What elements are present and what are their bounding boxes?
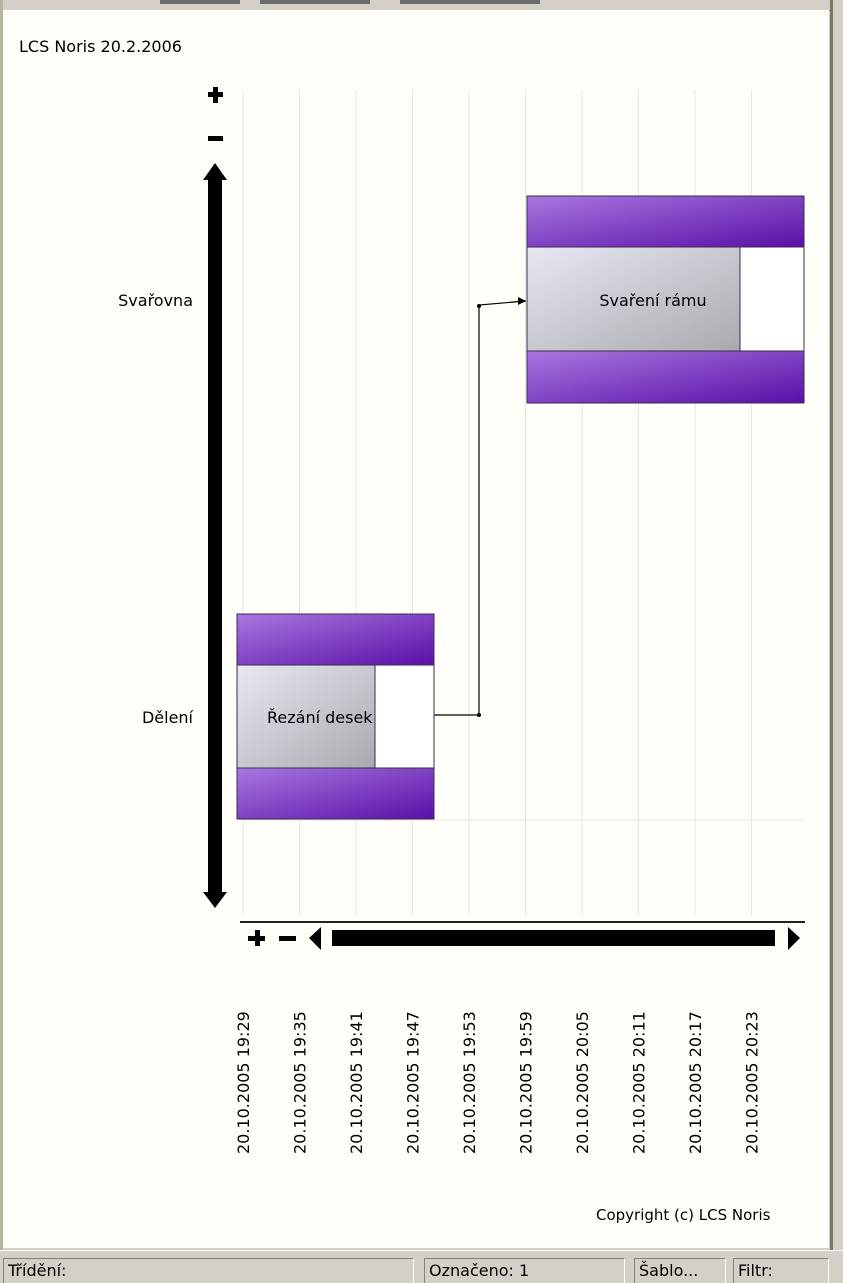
time-tick-label: 20.10.2005 19:59 (517, 1011, 536, 1154)
task-label: Řezání desek (267, 708, 373, 727)
resource-label-svarovna: Svařovna (118, 291, 193, 310)
status-template-panel[interactable]: Šablo... (634, 1258, 726, 1283)
dependency-joint (477, 304, 481, 308)
status-sort-panel: Třídění: (3, 1258, 414, 1283)
arrow-left-icon[interactable] (309, 927, 321, 950)
title-fragment (160, 0, 240, 4)
status-selected-panel: Označeno: 1 (424, 1258, 625, 1283)
time-tick-label: 20.10.2005 19:41 (347, 1011, 366, 1154)
gantt-chart: Svařovna Dělení (118, 82, 805, 1154)
time-tick-label: 20.10.2005 20:17 (686, 1011, 705, 1154)
time-tick-label: 20.10.2005 20:05 (573, 1011, 592, 1154)
time-tick-label: 20.10.2005 20:11 (630, 1011, 649, 1154)
task-bar-svareni-ramu[interactable]: Svaření rámu (526, 195, 805, 404)
title-fragment (400, 0, 540, 4)
horizontal-zoom-in-button[interactable] (247, 928, 269, 946)
status-filter-panel[interactable]: Filtr: (733, 1258, 829, 1283)
window-left-edge (0, 0, 3, 1250)
time-tick-label: 20.10.2005 19:29 (234, 1011, 253, 1154)
time-tick-label: 20.10.2005 19:47 (404, 1011, 423, 1154)
dependency-line (434, 300, 527, 716)
dependency-joint (477, 713, 481, 717)
vertical-zoom-out-button[interactable] (207, 132, 225, 148)
horizontal-zoom-out-button[interactable] (277, 930, 299, 944)
vertical-zoom-in-button[interactable] (207, 82, 225, 104)
copyright-text: Copyright (c) LCS Noris (596, 1206, 771, 1224)
arrow-up-icon[interactable] (203, 163, 227, 180)
title-fragment (260, 0, 370, 4)
time-tick-labels: 20.10.2005 19:29 20.10.2005 19:35 20.10.20… (234, 1011, 762, 1154)
task-progress-fill (236, 664, 376, 769)
arrow-right-icon[interactable] (788, 927, 800, 950)
gantt-canvas: LCS Noris 20.2.2006 Copyright (c) LCS No… (3, 10, 829, 1248)
resource-label-deleni: Dělení (142, 708, 194, 727)
horizontal-scrollbar-thumb[interactable] (332, 930, 775, 946)
header-text: LCS Noris 20.2.2006 (19, 37, 182, 56)
vertical-scrollbar-thumb[interactable] (208, 180, 222, 892)
task-label: Svaření rámu (599, 291, 706, 310)
time-tick-label: 20.10.2005 19:53 (460, 1011, 479, 1154)
time-tick-label: 20.10.2005 19:35 (291, 1011, 310, 1154)
time-tick-label: 20.10.2005 20:23 (743, 1011, 762, 1154)
dependency-arrowhead (518, 297, 526, 305)
arrow-down-icon[interactable] (203, 892, 227, 908)
task-progress-fill (526, 246, 741, 352)
status-bar: Třídění: Označeno: 1 Šablo... Filtr: (0, 1250, 843, 1283)
window-right-edge (830, 0, 843, 1283)
task-bar-rezani-desek[interactable]: Řezání desek (236, 613, 435, 820)
